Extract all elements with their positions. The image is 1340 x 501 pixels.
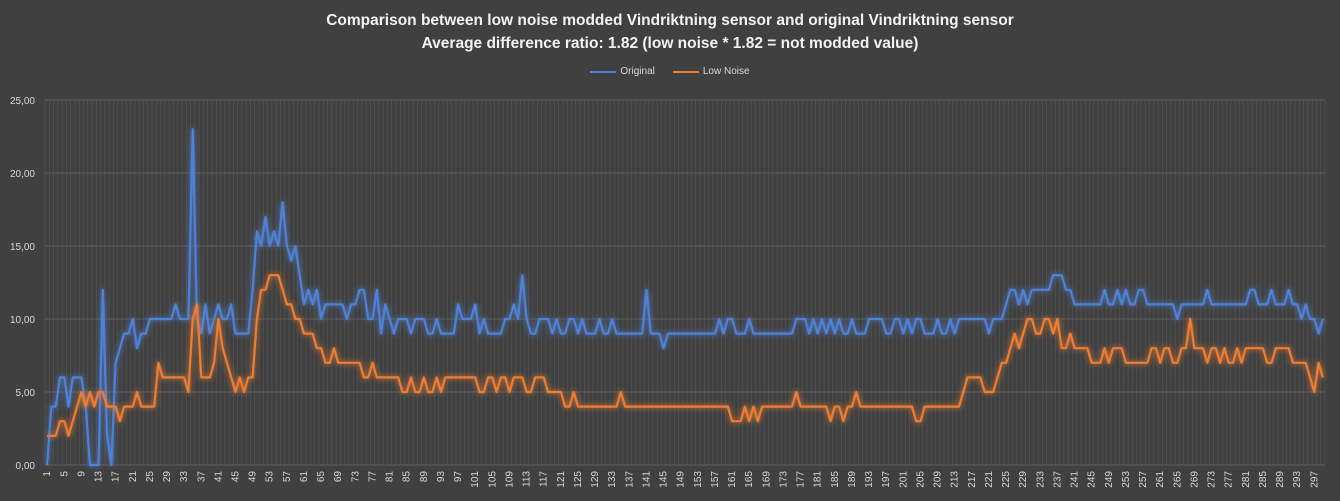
y-tick-label: 20,00 [10,169,35,180]
x-tick-label: 177 [796,471,807,488]
series-line-low-noise [47,274,1324,437]
x-tick-label: 101 [470,471,481,488]
x-tick-label: 105 [487,471,498,488]
x-tick-label: 29 [162,471,173,483]
x-tick-label: 297 [1309,471,1320,488]
x-tick-label: 289 [1275,471,1286,488]
x-tick-label: 113 [522,471,533,487]
x-tick-label: 61 [299,471,310,483]
x-tick-label: 17 [111,471,122,483]
x-tick-label: 173 [778,471,789,488]
legend-label-original: Original [620,66,655,77]
x-tick-label: 97 [453,471,464,483]
x-tick-label: 201 [898,471,909,488]
x-tick-label: 133 [607,471,618,488]
x-tick-label: 273 [1207,471,1218,488]
x-tick-label: 109 [504,471,515,488]
x-tick-label: 141 [641,471,652,488]
legend-swatch-low-noise [672,70,699,73]
x-tick-label: 117 [539,471,550,487]
x-tick-label: 261 [1155,471,1166,488]
x-tick-label: 257 [1138,471,1149,488]
x-tick-label: 185 [830,471,841,488]
x-tick-label: 229 [1018,471,1029,488]
x-tick-label: 169 [761,471,772,488]
x-tick-label: 85 [402,471,413,483]
y-tick-label: 5,00 [16,388,36,399]
legend-item-original: Original [590,66,655,77]
x-tick-label: 81 [385,471,396,483]
x-tick-label: 33 [179,471,190,483]
x-tick-label: 189 [847,471,858,488]
x-tick-label: 125 [573,471,584,488]
x-tick-label: 241 [1070,471,1081,488]
x-tick-label: 57 [282,471,293,483]
x-tick-label: 285 [1258,471,1269,488]
x-tick-label: 245 [1087,471,1098,488]
series-line-original [46,128,1324,467]
x-tick-label: 129 [590,471,601,488]
x-tick-label: 221 [984,471,995,488]
x-tick-label: 161 [727,471,738,488]
x-tick-label: 233 [1035,471,1046,488]
legend-swatch-original [590,70,617,73]
x-tick-label: 49 [248,471,259,483]
x-tick-label: 249 [1104,471,1115,488]
x-tick-label: 165 [744,471,755,488]
y-tick-label: 15,00 [10,242,35,253]
x-tick-label: 1 [42,471,53,477]
x-tick-label: 65 [316,471,327,483]
x-tick-label: 269 [1189,471,1200,488]
x-tick-label: 89 [419,471,430,483]
y-tick-label: 10,00 [10,315,35,326]
x-tick-label: 225 [1001,471,1012,488]
x-tick-label: 209 [933,471,944,488]
legend-item-low-noise: Low Noise [672,66,750,77]
x-tick-label: 157 [710,471,721,488]
x-tick-label: 181 [813,471,824,488]
x-tick-label: 213 [950,471,961,488]
x-tick-label: 149 [676,471,687,488]
x-tick-label: 9 [76,471,87,477]
x-tick-label: 5 [59,471,70,477]
x-tick-label: 205 [915,471,926,488]
chart-subtitle: Average difference ratio: 1.82 (low nois… [421,35,919,52]
x-tick-label: 137 [624,471,635,488]
x-tick-label: 37 [196,471,207,483]
x-tick-label: 277 [1224,471,1235,488]
chart-title: Comparison between low noise modded Vind… [326,12,1014,29]
x-tick-label: 93 [436,471,447,483]
x-tick-label: 197 [881,471,892,488]
x-tick-label: 253 [1121,471,1132,488]
x-tick-label: 45 [231,471,242,483]
x-tick-label: 53 [265,471,276,483]
y-tick-label: 0,00 [16,461,36,472]
x-tick-label: 153 [693,471,704,488]
x-tick-label: 41 [213,471,224,483]
x-tick-label: 13 [94,471,105,483]
x-tick-label: 121 [556,471,567,488]
x-tick-label: 145 [659,471,670,488]
x-tick-label: 21 [128,471,139,483]
x-tick-label: 281 [1241,471,1252,488]
x-tick-label: 77 [367,471,378,483]
x-tick-label: 25 [145,471,156,483]
legend-label-low-noise: Low Noise [702,66,750,77]
x-tick-label: 293 [1292,471,1303,488]
legend: Original Low Noise [0,66,1340,77]
x-tick-label: 237 [1052,471,1063,488]
x-tick-label: 193 [864,471,875,488]
x-tick-label: 69 [333,471,344,483]
x-tick-label: 217 [967,471,978,488]
x-tick-label: 73 [350,471,361,483]
y-tick-label: 25,00 [10,96,35,107]
x-tick-label: 265 [1172,471,1183,488]
